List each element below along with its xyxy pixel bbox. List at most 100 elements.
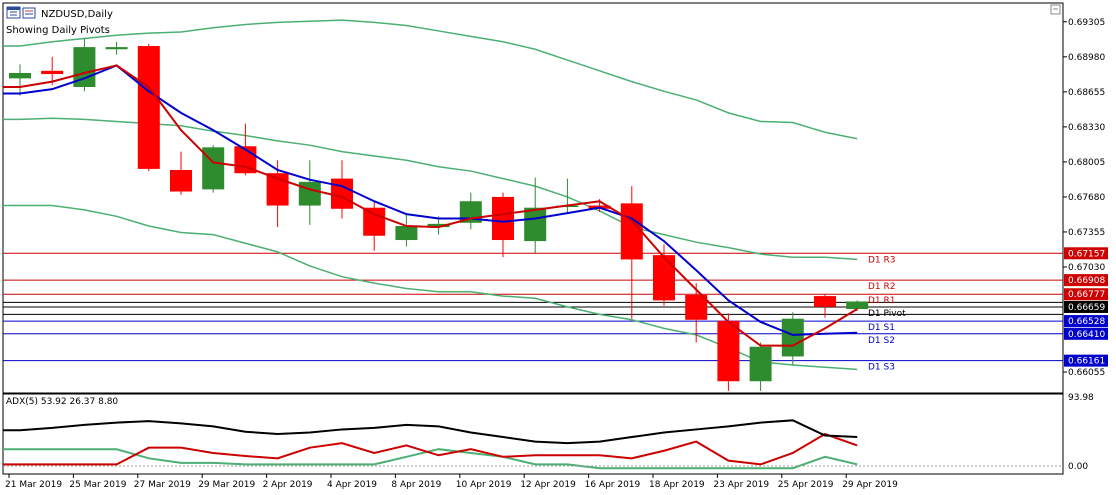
- time-tick-label: 25 Apr 2019: [778, 480, 834, 490]
- pivot-label: D1 S3: [868, 363, 895, 373]
- panel-expand-icon[interactable]: [1050, 4, 1061, 15]
- candle: [524, 177, 547, 253]
- pivot-price-text: 0.66528: [1068, 317, 1105, 327]
- time-tick-label: 29 Apr 2019: [842, 480, 898, 490]
- candle-body: [492, 196, 514, 241]
- price-tick-label: 0.67680: [1068, 193, 1105, 203]
- pivot-price-tag: [1064, 354, 1108, 367]
- candle: [814, 293, 836, 318]
- price-tick-label: 0.68980: [1068, 53, 1105, 63]
- candle: [9, 64, 31, 96]
- candle-body: [331, 178, 353, 209]
- pivot-label: D1 R1: [868, 296, 896, 306]
- chart-header: NZDUSD,Daily Showing Daily Pivots: [6, 4, 1061, 36]
- price-tick-label: 0.67030: [1068, 263, 1105, 273]
- time-tick-label: 29 Mar 2019: [198, 480, 255, 490]
- candle-body: [653, 255, 675, 301]
- price-axis: 0.67157 0.66908 0.66777 0.66659 0.66528 0.664…: [1063, 18, 1108, 378]
- pivot-price-tag: [1064, 288, 1108, 301]
- ma-fast-line: [3, 64, 858, 347]
- candle-body: [9, 72, 31, 79]
- chart-window-icon[interactable]: [6, 6, 21, 19]
- candle: [781, 312, 804, 366]
- candle: [685, 283, 708, 343]
- price-tick-label: 0.68655: [1068, 88, 1105, 98]
- candle-body: [395, 226, 418, 241]
- pivot-price-tag: [1064, 247, 1108, 260]
- candle: [363, 201, 386, 251]
- time-tick-label: 4 Apr 2019: [327, 480, 377, 490]
- time-tick-label: 27 Mar 2019: [134, 480, 191, 490]
- candle: [653, 244, 675, 306]
- candle-body: [298, 181, 321, 206]
- time-tick-label: 18 Apr 2019: [649, 480, 705, 490]
- candle-body: [137, 46, 160, 169]
- envelope-middle-line: [3, 117, 858, 261]
- candle-body: [846, 301, 869, 310]
- ma-slow-line: [3, 64, 858, 336]
- candle: [395, 214, 418, 247]
- candle-body: [620, 203, 643, 260]
- pivot-label: D1 R3: [868, 255, 896, 265]
- candle: [137, 43, 160, 172]
- candle: [717, 313, 740, 391]
- pivot-labels: D1 R3 D1 R2 D1 R1 D1 Pivot D1 S1 D1 S2 D1 S3: [868, 255, 906, 372]
- price-tick-label: 0.67355: [1068, 228, 1105, 238]
- adx-min-label: 0.00: [1068, 462, 1088, 472]
- price-panel[interactable]: D1 R3 D1 R2 D1 R1 D1 Pivot D1 S1 D1 S2 D1 S3: [2, 2, 1064, 475]
- adx-max-label: 93.98: [1068, 393, 1094, 403]
- envelope-lower-line: [3, 204, 858, 371]
- candle-body: [41, 70, 64, 75]
- time-tick-label: 21 Mar 2019: [5, 480, 62, 490]
- adx-lines: [3, 419, 1063, 470]
- candle-body: [814, 296, 836, 307]
- adx-main-line: [3, 419, 858, 445]
- pivot-lines: [3, 252, 1063, 362]
- pivot-label: D1 S2: [868, 336, 895, 346]
- envelope-bands: [3, 19, 858, 371]
- time-tick-label: 25 Mar 2019: [69, 480, 126, 490]
- price-tick-label: 0.69305: [1068, 18, 1105, 28]
- candlesticks: [9, 38, 869, 391]
- time-axis: 21 Mar 2019 25 Mar 2019 27 Mar 2019 29 Mar …: [5, 474, 898, 490]
- pivot-price-text: 0.66410: [1068, 330, 1105, 340]
- pivot-price-text: 0.67157: [1068, 249, 1105, 259]
- symbol-label: NZDUSD,Daily: [41, 9, 113, 20]
- pivot-price-tag: [1064, 315, 1108, 328]
- adx-plus-di-line: [3, 448, 858, 470]
- pivot-price-text: 0.66659: [1068, 303, 1105, 313]
- candle-body: [781, 318, 804, 357]
- adx-axis: 93.98 0.00: [1068, 393, 1094, 472]
- candle: [41, 56, 64, 85]
- candle-body: [170, 169, 192, 192]
- menu-icon[interactable]: [22, 7, 36, 19]
- candle-body: [105, 47, 128, 50]
- time-tick-label: 16 Apr 2019: [585, 480, 641, 490]
- adx-minus-di-line: [3, 432, 858, 466]
- pivot-label: D1 Pivot: [868, 309, 906, 319]
- time-tick-label: 12 Apr 2019: [520, 480, 576, 490]
- candle: [105, 41, 128, 55]
- candle: [492, 192, 514, 258]
- price-tick-label: 0.66055: [1068, 368, 1105, 378]
- time-tick-label: 10 Apr 2019: [456, 480, 512, 490]
- pivot-price-text: 0.66908: [1068, 276, 1105, 286]
- pivot-label: D1 S1: [868, 323, 895, 333]
- pivot-price-text: 0.66161: [1068, 357, 1105, 367]
- pivot-price-tag: [1064, 274, 1108, 287]
- candle: [170, 151, 192, 195]
- adx-panel[interactable]: ADX(5) 53.92 26.37 8.80 93.98 0.00: [2, 393, 1094, 475]
- chart-subtitle: Showing Daily Pivots: [6, 25, 110, 36]
- pivot-label: D1 R2: [868, 282, 896, 292]
- candle: [749, 342, 772, 391]
- price-tick-label: 0.68330: [1068, 123, 1105, 133]
- price-tick-label: 0.68005: [1068, 158, 1105, 168]
- moving-averages: [3, 64, 858, 347]
- candle-body: [363, 207, 386, 236]
- pivot-price-text: 0.66777: [1068, 290, 1105, 300]
- candle-body: [717, 320, 740, 382]
- candle-body: [685, 295, 708, 320]
- adx-label: ADX(5) 53.92 26.37 8.80: [6, 397, 118, 407]
